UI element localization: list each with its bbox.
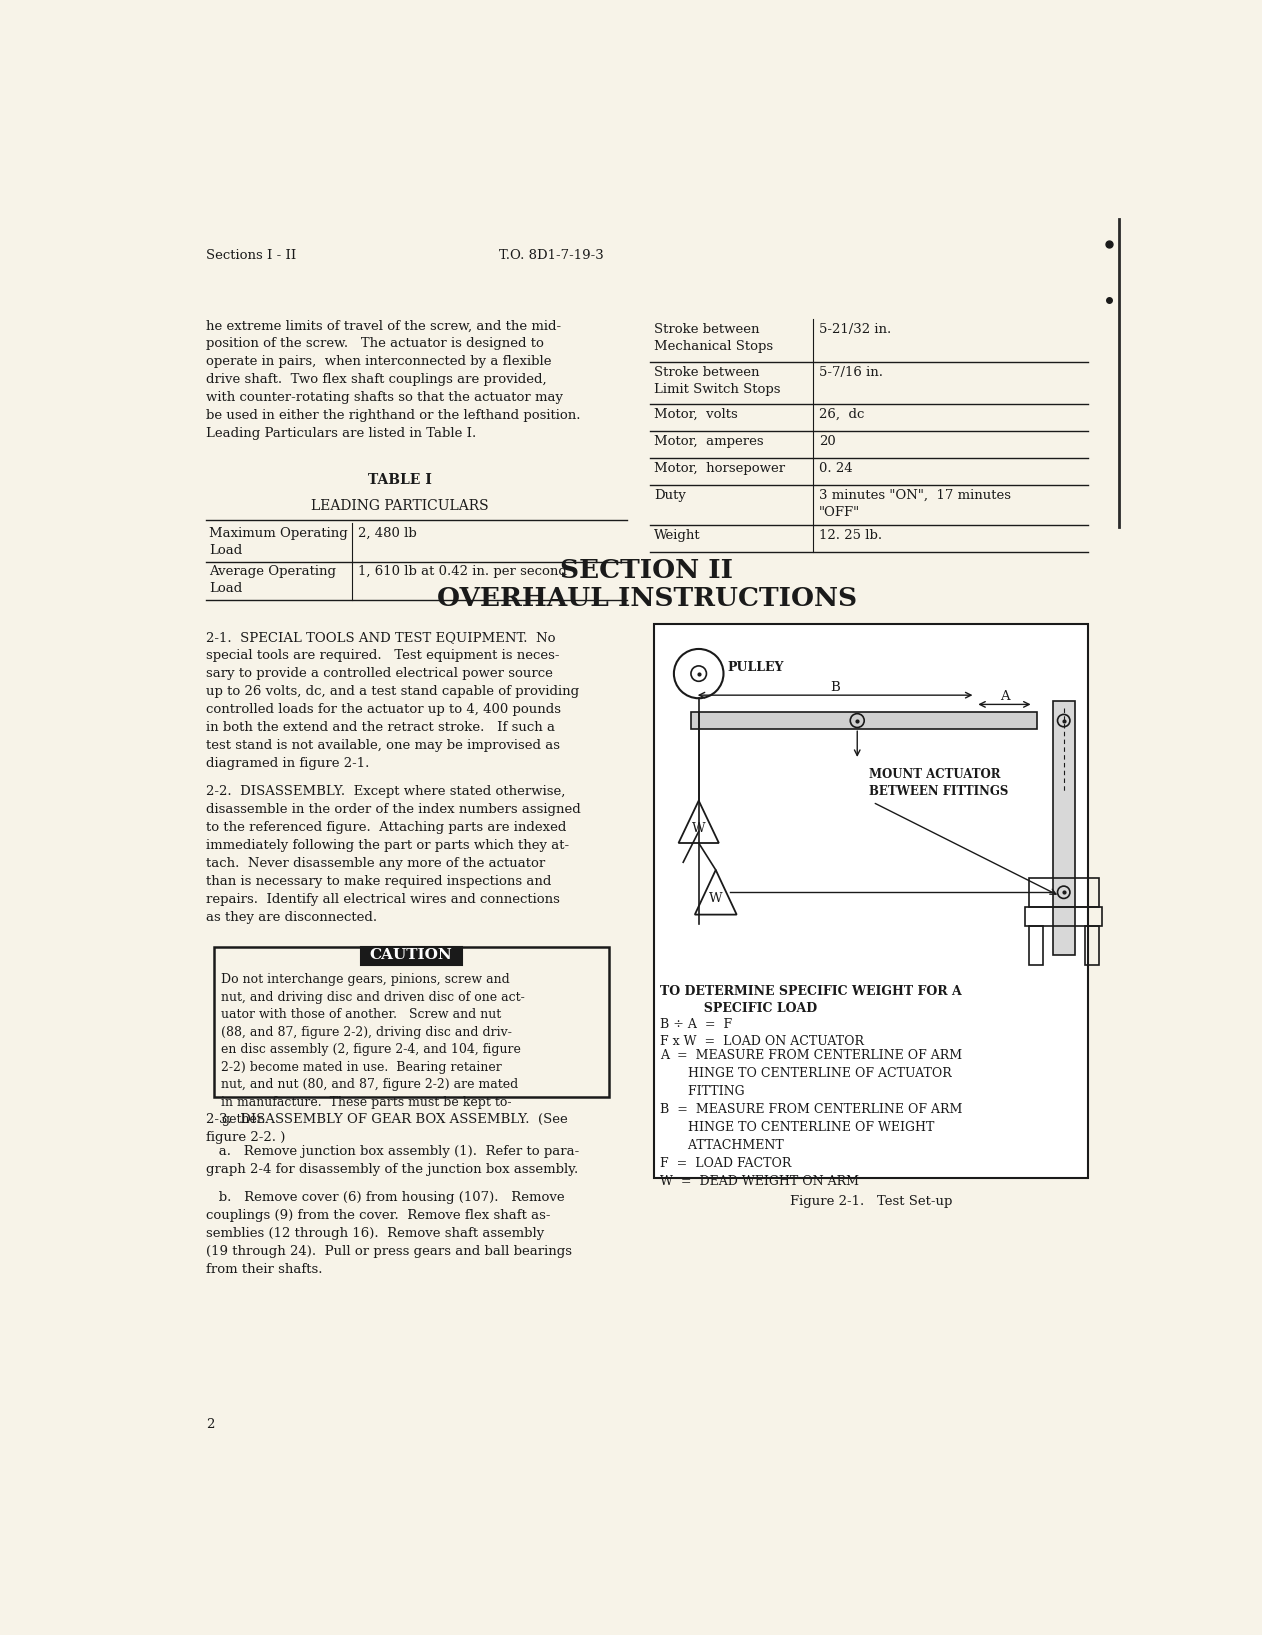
Text: 2-1.  SPECIAL TOOLS AND TEST EQUIPMENT.  No
special tools are required.   Test e: 2-1. SPECIAL TOOLS AND TEST EQUIPMENT. N… <box>206 631 579 770</box>
Bar <box>1029 878 1099 907</box>
Text: Do not interchange gears, pinions, screw and
nut, and driving disc and driven di: Do not interchange gears, pinions, screw… <box>221 973 525 1127</box>
Text: PULLEY: PULLEY <box>727 661 784 674</box>
Text: 20: 20 <box>819 435 835 448</box>
Bar <box>1025 907 1103 925</box>
Text: 2-3.  DISASSEMBLY OF GEAR BOX ASSEMBLY.  (See
figure 2-2. ): 2-3. DISASSEMBLY OF GEAR BOX ASSEMBLY. (… <box>206 1112 568 1143</box>
Text: 26,  dc: 26, dc <box>819 409 864 420</box>
Text: a.   Remove junction box assembly (1).  Refer to para-
graph 2-4 for disassembly: a. Remove junction box assembly (1). Ref… <box>206 1144 579 1176</box>
Text: he extreme limits of travel of the screw, and the mid-
position of the screw.   : he extreme limits of travel of the screw… <box>206 319 581 440</box>
Text: 3 minutes "ON",  17 minutes
"OFF": 3 minutes "ON", 17 minutes "OFF" <box>819 489 1011 518</box>
Text: Stroke between
Limit Switch Stops: Stroke between Limit Switch Stops <box>654 366 780 396</box>
Text: B: B <box>830 680 840 693</box>
Text: 5-7/16 in.: 5-7/16 in. <box>819 366 883 379</box>
Text: Motor,  amperes: Motor, amperes <box>654 435 764 448</box>
Text: SECTION II: SECTION II <box>560 558 733 584</box>
Text: TO DETERMINE SPECIFIC WEIGHT FOR A
          SPECIFIC LOAD: TO DETERMINE SPECIFIC WEIGHT FOR A SPECI… <box>660 986 962 1015</box>
Bar <box>1084 925 1099 965</box>
Text: 1, 610 lb at 0.42 in. per second: 1, 610 lb at 0.42 in. per second <box>357 566 567 579</box>
Text: TABLE I: TABLE I <box>367 474 432 487</box>
Bar <box>1053 700 1074 955</box>
Text: Duty: Duty <box>654 489 685 502</box>
Text: 2, 480 lb: 2, 480 lb <box>357 526 416 540</box>
Bar <box>1029 925 1042 965</box>
Text: W: W <box>692 822 705 835</box>
Text: Average Operating
Load: Average Operating Load <box>209 566 336 595</box>
Text: 12. 25 lb.: 12. 25 lb. <box>819 528 882 541</box>
Bar <box>654 623 1088 1177</box>
Bar <box>213 947 608 1097</box>
Text: 0. 24: 0. 24 <box>819 461 852 474</box>
Text: Stroke between
Mechanical Stops: Stroke between Mechanical Stops <box>654 324 772 353</box>
Text: CAUTION: CAUTION <box>370 948 453 961</box>
Text: T.O. 8D1-7-19-3: T.O. 8D1-7-19-3 <box>498 249 603 262</box>
Text: 2: 2 <box>206 1418 215 1431</box>
Bar <box>361 947 462 965</box>
Text: Sections I - II: Sections I - II <box>206 249 297 262</box>
Text: MOUNT ACTUATOR
BETWEEN FITTINGS: MOUNT ACTUATOR BETWEEN FITTINGS <box>868 767 1008 798</box>
Text: A  =  MEASURE FROM CENTERLINE OF ARM
       HINGE TO CENTERLINE OF ACTUATOR
    : A = MEASURE FROM CENTERLINE OF ARM HINGE… <box>660 1048 963 1187</box>
Text: W: W <box>709 893 723 906</box>
Text: Maximum Operating
Load: Maximum Operating Load <box>209 526 347 556</box>
Text: Motor,  volts: Motor, volts <box>654 409 737 420</box>
Text: Motor,  horsepower: Motor, horsepower <box>654 461 785 474</box>
Text: OVERHAUL INSTRUCTIONS: OVERHAUL INSTRUCTIONS <box>437 585 857 611</box>
Text: B ÷ A  =  F
F x W  =  LOAD ON ACTUATOR: B ÷ A = F F x W = LOAD ON ACTUATOR <box>660 1019 864 1048</box>
Text: Weight: Weight <box>654 528 700 541</box>
Text: b.   Remove cover (6) from housing (107).   Remove
couplings (9) from the cover.: b. Remove cover (6) from housing (107). … <box>206 1190 572 1275</box>
Text: Figure 2-1.   Test Set-up: Figure 2-1. Test Set-up <box>790 1195 952 1208</box>
Text: 5-21/32 in.: 5-21/32 in. <box>819 324 891 337</box>
Text: A: A <box>1000 690 1010 703</box>
Bar <box>692 713 1037 729</box>
Text: 2-2.  DISASSEMBLY.  Except where stated otherwise,
disassemble in the order of t: 2-2. DISASSEMBLY. Except where stated ot… <box>206 785 581 924</box>
Text: LEADING PARTICULARS: LEADING PARTICULARS <box>310 499 488 513</box>
